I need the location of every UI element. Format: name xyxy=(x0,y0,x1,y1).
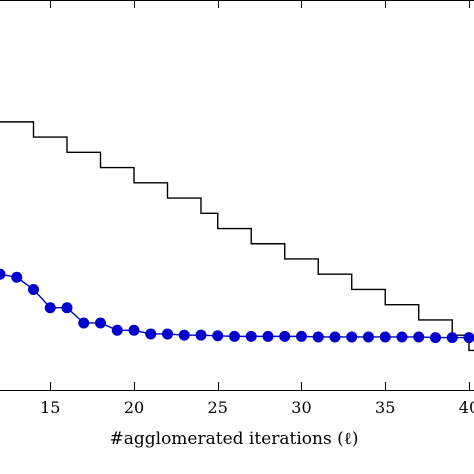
data-point xyxy=(61,302,73,314)
data-point xyxy=(346,331,358,343)
data-point xyxy=(94,317,106,329)
data-point xyxy=(295,330,307,342)
data-point xyxy=(0,268,6,280)
data-point xyxy=(446,332,458,344)
data-point xyxy=(429,332,441,344)
x-axis-label: #agglomerated iterations (ℓ) xyxy=(109,429,358,449)
x-axis-tick-labels: 15 20 25 30 35 40 xyxy=(40,398,474,417)
x-tick-label: 25 xyxy=(208,398,228,417)
series-step-line xyxy=(0,121,474,352)
data-point xyxy=(312,331,324,343)
x-tick-label: 15 xyxy=(40,398,60,417)
data-point xyxy=(78,317,90,329)
data-point xyxy=(212,330,224,342)
data-point xyxy=(145,328,157,340)
data-point xyxy=(195,329,207,341)
x-tick-label: 20 xyxy=(124,398,144,417)
data-point xyxy=(228,330,240,342)
data-point xyxy=(161,328,173,340)
data-point xyxy=(128,324,140,336)
data-point xyxy=(396,331,408,343)
data-point xyxy=(178,329,190,341)
data-point xyxy=(279,330,291,342)
x-tick-label: 30 xyxy=(291,398,311,417)
data-point xyxy=(44,302,56,314)
data-point xyxy=(379,331,391,343)
data-point xyxy=(463,332,474,344)
x-tick-label: 35 xyxy=(375,398,395,417)
data-point xyxy=(245,330,257,342)
data-point xyxy=(413,331,425,343)
x-tick-label: 40 xyxy=(459,398,474,417)
data-point xyxy=(262,330,274,342)
data-point xyxy=(362,331,374,343)
data-point xyxy=(27,283,39,295)
data-point xyxy=(329,331,341,343)
data-point xyxy=(111,324,123,336)
x-axis-ticks xyxy=(50,0,470,390)
data-point xyxy=(11,271,23,283)
series-layer xyxy=(0,121,474,352)
